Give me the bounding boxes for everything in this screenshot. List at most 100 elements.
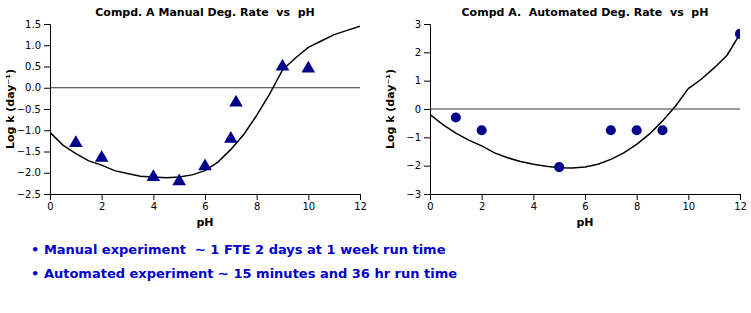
tick-mark — [740, 194, 741, 200]
tick-mark — [585, 194, 586, 200]
figure: 024681012−2.5−2.0−1.5−1.0−0.50.00.51.01.… — [0, 0, 751, 313]
tick-label: −1.0 — [17, 125, 41, 136]
tick: −0.5 — [17, 104, 50, 115]
tick-label: 2 — [415, 47, 421, 58]
tick: −3 — [406, 189, 430, 200]
tick: −1.0 — [17, 125, 50, 136]
tick-mark — [533, 194, 534, 200]
tick: 4 — [531, 194, 537, 212]
axis-line — [431, 195, 741, 201]
tick: 2 — [415, 47, 430, 58]
tick: 3 — [415, 19, 430, 30]
curve — [430, 34, 740, 168]
axis-line — [424, 25, 431, 195]
tick-mark — [153, 194, 154, 200]
tick: 6 — [202, 194, 208, 212]
tick-label: −3 — [406, 189, 421, 200]
tick-mark — [637, 194, 638, 200]
tick-mark — [44, 67, 50, 68]
tick-label: −2 — [406, 160, 421, 171]
tick: 12 — [354, 194, 367, 212]
point — [276, 59, 290, 71]
tick-label: 2 — [479, 201, 485, 212]
point — [735, 29, 740, 39]
tick: 8 — [254, 194, 260, 212]
point — [229, 95, 243, 107]
point — [657, 125, 667, 135]
title: Compd A. Automated Deg. Rate vs pH — [462, 6, 709, 19]
point — [632, 125, 642, 135]
tick: −1 — [406, 132, 430, 143]
panel: 0 2 4 6 8 10 12 −2.5 −2.0 −1.5 −1.0 −0.5 0.0 0.5 1.0 1.… — [4, 6, 367, 229]
tick-label: 3 — [415, 19, 421, 30]
tick-mark — [424, 81, 430, 82]
tick-label: 12 — [734, 201, 747, 212]
tick-mark — [44, 152, 50, 153]
tick: 0 — [427, 194, 433, 212]
tick-mark — [102, 194, 103, 200]
tick-label: 4 — [151, 201, 157, 212]
title: Compd. A Manual Deg. Rate vs pH — [95, 6, 314, 19]
point — [554, 162, 564, 172]
tick-label: 0 — [427, 201, 433, 212]
tick: 4 — [151, 194, 157, 212]
panel: 024681012−3−2−10123Compd A. Automated De… — [384, 6, 747, 229]
tick: 6 — [582, 194, 588, 212]
tick-label: 0.0 — [25, 82, 41, 93]
annotation: • Manual experiment ∼ 1 FTE 2 days at 1 … — [22, 242, 446, 257]
tick: 0.5 — [25, 61, 50, 72]
tick-label: 0 — [47, 201, 53, 212]
tick-label: 0.5 — [25, 61, 41, 72]
x-axis: 0 2 4 6 8 10 12 — [47, 194, 367, 212]
tick-label: 10 — [682, 201, 695, 212]
tick-label: −1.5 — [17, 146, 41, 157]
tick-label: 0 — [415, 104, 421, 115]
point — [95, 150, 109, 162]
tick-label: 6 — [582, 201, 588, 212]
point — [606, 125, 616, 135]
tick-mark — [44, 109, 50, 110]
tick-mark — [424, 24, 430, 25]
tick: 1.5 — [25, 19, 50, 30]
tick: 0.0 — [25, 82, 50, 93]
tick-label: 10 — [302, 201, 315, 212]
plot-area — [50, 26, 360, 185]
tick-label: 12 — [354, 201, 367, 212]
point — [198, 159, 212, 171]
point — [477, 125, 487, 135]
y-axis: −3 −2 −1 0 1 2 3 — [406, 19, 430, 200]
point — [172, 173, 186, 185]
tick-mark — [688, 194, 689, 200]
x-axis-title: pH — [196, 216, 213, 229]
point — [147, 169, 161, 181]
tick-mark — [44, 24, 50, 25]
tick-label: 1.0 — [25, 40, 41, 51]
tick: −1.5 — [17, 146, 50, 157]
tick-mark — [424, 166, 430, 167]
tick-mark — [308, 194, 309, 200]
tick: −2.0 — [17, 167, 50, 178]
tick-mark — [482, 194, 483, 200]
x-axis-title: pH — [576, 216, 593, 229]
tick-mark — [424, 137, 430, 138]
tick: 10 — [302, 194, 315, 212]
tick-label: 2 — [99, 201, 105, 212]
tick: 10 — [682, 194, 695, 212]
tick-mark — [44, 45, 50, 46]
tick-label: −0.5 — [17, 104, 41, 115]
tick-mark — [424, 109, 430, 110]
tick: 12 — [734, 194, 747, 212]
plot-area — [430, 29, 740, 172]
tick-mark — [424, 194, 430, 195]
annotation: • Automated experiment ∼ 15 minutes and … — [22, 266, 457, 281]
tick-label: 1 — [415, 75, 421, 86]
tick: −2.5 — [17, 189, 50, 200]
tick-label: 1.5 — [25, 19, 41, 30]
tick: 0 — [415, 104, 430, 115]
tick-mark — [360, 194, 361, 200]
point — [302, 61, 316, 73]
tick-mark — [44, 130, 50, 131]
tick: 2 — [479, 194, 485, 212]
x-axis: 024681012 — [427, 194, 747, 212]
tick-mark — [205, 194, 206, 200]
